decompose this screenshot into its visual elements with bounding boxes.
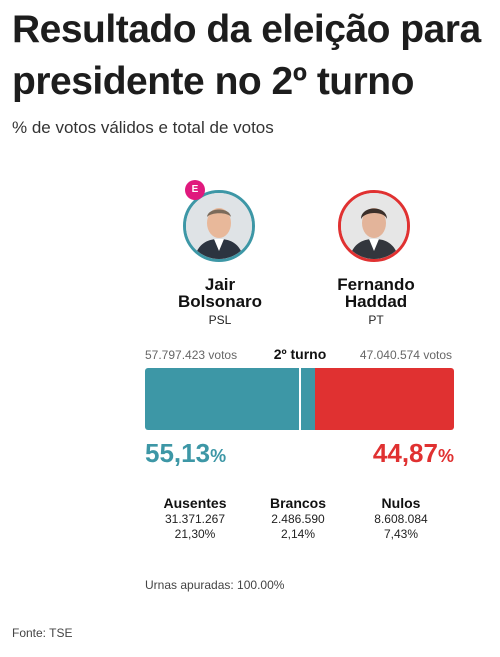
stat-percent: 21,30%: [174, 527, 216, 541]
candidate-first-name: Fernando: [337, 275, 415, 294]
round-label: 2º turno: [273, 346, 327, 362]
percent-value-a: 55,13: [145, 438, 211, 468]
stat-label: Brancos: [269, 495, 327, 511]
candidate-last-name: Haddad: [344, 292, 408, 311]
percent-label-b: 44,87%: [373, 438, 454, 469]
stat-ausentes: Ausentes 31.371.267 21,30%: [140, 494, 250, 542]
apuradas-note: Urnas apuradas: 100.00%: [145, 578, 285, 592]
page-title: Resultado da eleição para presidente no …: [12, 8, 481, 103]
stat-value: 31.371.267: [164, 512, 226, 526]
bar-segment-b: [315, 368, 454, 430]
percent-sign: %: [437, 446, 454, 466]
percent-label-a: 55,13%: [145, 438, 226, 469]
stat-label: Nulos: [381, 495, 421, 511]
candidate-last-name: Bolsonaro: [177, 292, 263, 311]
stat-nulos: Nulos 8.608.084 7,43%: [346, 494, 456, 542]
stat-label: Ausentes: [163, 495, 227, 511]
result-bar: [145, 368, 454, 430]
source-note: Fonte: TSE: [12, 626, 73, 640]
candidate-name-a: Jair Bolsonaro: [150, 276, 290, 310]
candidate-photo-icon: [338, 190, 410, 262]
midpoint-marker: [298, 368, 301, 430]
percent-sign: %: [210, 446, 227, 466]
votes-label-a: 57.797.423 votos: [145, 348, 238, 362]
candidate-party-a: PSL: [208, 313, 232, 327]
stat-brancos: Brancos 2.486.590 2,14%: [243, 494, 353, 542]
stat-value: 2.486.590: [271, 512, 325, 526]
candidate-party-b: PT: [368, 313, 384, 327]
stat-value: 8.608.084: [374, 512, 428, 526]
stat-percent: 2,14%: [280, 527, 316, 541]
page-subtitle: % de votos válidos e total de votos: [12, 118, 274, 137]
bar-segment-a: [145, 368, 316, 430]
candidate-first-name: Jair: [204, 275, 236, 294]
candidate-photo-icon: [183, 190, 255, 262]
candidate-name-b: Fernando Haddad: [306, 276, 446, 310]
percent-value-b: 44,87: [372, 438, 438, 468]
votes-label-b: 47.040.574 votos: [359, 348, 452, 362]
stat-percent: 7,43%: [383, 527, 419, 541]
elected-badge: E: [185, 180, 205, 200]
